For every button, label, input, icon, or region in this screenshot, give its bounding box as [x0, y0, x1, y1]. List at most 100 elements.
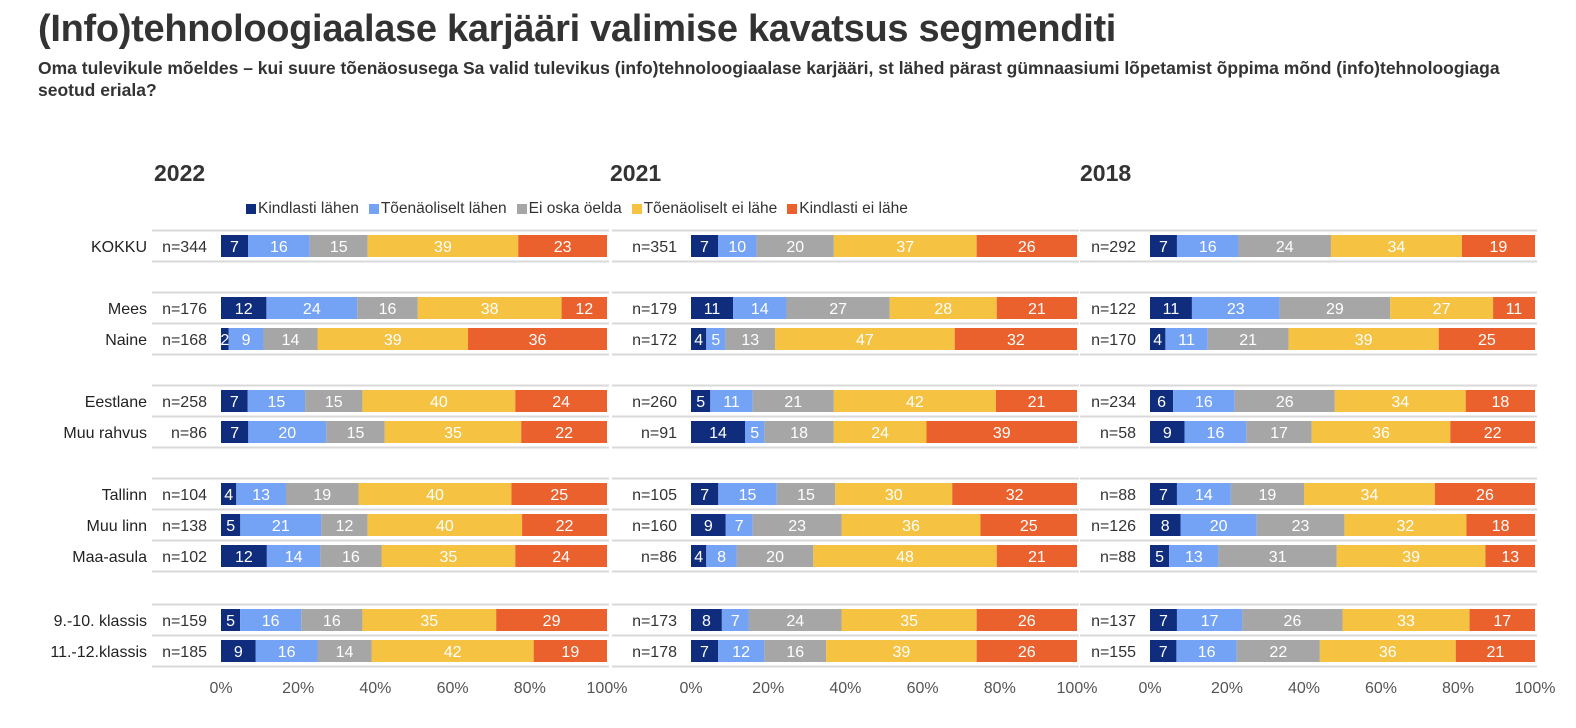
- n-label: n=138: [162, 518, 207, 535]
- bar-segment: [1176, 483, 1231, 505]
- bar-segment: [748, 609, 842, 631]
- bar-segment: [1288, 328, 1439, 350]
- data-label: 36: [1372, 425, 1390, 442]
- bar-segment: [691, 640, 719, 662]
- bar-segment: [1390, 297, 1494, 319]
- panel-year-2018: 2018: [1080, 160, 1132, 186]
- data-label: 35: [439, 549, 457, 566]
- n-label: n=185: [162, 644, 207, 661]
- data-label: 16: [278, 644, 296, 661]
- data-label: 25: [1020, 518, 1038, 535]
- data-label: 15: [268, 394, 286, 411]
- bar-segment: [752, 514, 842, 536]
- data-label: 17: [1201, 613, 1219, 630]
- n-label: n=160: [632, 518, 677, 535]
- data-label: 19: [313, 487, 331, 504]
- bar-segment: [317, 328, 469, 350]
- data-label: 39: [1355, 332, 1373, 349]
- n-label: n=168: [162, 332, 207, 349]
- bar-segment: [317, 640, 372, 662]
- bar-segment: [321, 514, 368, 536]
- data-label: 28: [934, 301, 952, 318]
- data-label: 31: [1269, 549, 1287, 566]
- bar-segment: [240, 514, 322, 536]
- n-label: n=88: [1100, 487, 1136, 504]
- x-tick-label: 60%: [437, 680, 469, 697]
- bar-segment: [691, 421, 746, 443]
- bar-segment: [522, 514, 607, 536]
- bar-segment: [1165, 328, 1208, 350]
- data-label: 21: [272, 518, 290, 535]
- bar-segment: [733, 297, 787, 319]
- bar-segment: [263, 328, 318, 350]
- n-label: n=88: [1100, 549, 1136, 566]
- bar-segment: [995, 390, 1077, 412]
- data-label: 7: [700, 239, 709, 256]
- data-label: 16: [270, 239, 288, 256]
- data-label: 8: [702, 613, 711, 630]
- n-label: n=126: [1091, 518, 1136, 535]
- data-label: 7: [1159, 487, 1168, 504]
- data-label: 11: [1506, 301, 1523, 318]
- bar-segment: [221, 545, 267, 567]
- bar-segment: [1450, 421, 1535, 443]
- bar-segment: [1176, 235, 1239, 257]
- x-tick-label: 40%: [829, 680, 861, 697]
- bar-segment: [1176, 609, 1243, 631]
- data-label: 12: [336, 518, 354, 535]
- legend-swatch: [516, 204, 527, 214]
- data-label: 24: [552, 394, 570, 411]
- bar-segment: [1256, 514, 1345, 536]
- bar-segment: [1311, 421, 1451, 443]
- bar-segment: [381, 545, 516, 567]
- category-label: Muu rahvus: [63, 425, 147, 442]
- chart-legend: Kindlasti lähen Tõenäoliselt lähen Ei os…: [246, 200, 908, 218]
- n-label: n=344: [162, 239, 207, 256]
- data-label: 7: [1159, 644, 1168, 661]
- n-label: n=159: [162, 613, 207, 630]
- data-label: 16: [1207, 425, 1225, 442]
- bar-segment: [756, 235, 834, 257]
- legend-swatch: [368, 204, 379, 214]
- n-label: n=155: [1091, 644, 1136, 661]
- data-label: 36: [1379, 644, 1397, 661]
- data-label: 36: [529, 332, 547, 349]
- data-label: 24: [871, 425, 889, 442]
- bar-segment: [1150, 514, 1181, 536]
- data-label: 14: [709, 425, 727, 442]
- bar-segment: [721, 609, 749, 631]
- bar-segment: [1238, 235, 1331, 257]
- x-tick-label: 0%: [209, 680, 232, 697]
- data-label: 39: [1402, 549, 1420, 566]
- bar-segment: [826, 640, 977, 662]
- bar-segment: [515, 545, 607, 567]
- n-label: n=104: [162, 487, 207, 504]
- data-label: 7: [230, 394, 239, 411]
- n-label: n=122: [1091, 301, 1136, 318]
- bar-segment: [301, 609, 363, 631]
- bar-segment: [1150, 545, 1170, 567]
- bar-segment: [362, 390, 516, 412]
- data-label: 35: [444, 425, 462, 442]
- bar-segment: [691, 328, 707, 350]
- x-tick-label: 20%: [282, 680, 314, 697]
- legend-label: Tõenäoliselt lähen: [380, 200, 507, 217]
- data-label: 17: [1270, 425, 1288, 442]
- x-tick-label: 0%: [1138, 680, 1161, 697]
- data-label: 11: [723, 394, 740, 411]
- data-label: 30: [885, 487, 903, 504]
- legend-item-kindlasti-lahen: Kindlasti lähen: [246, 200, 359, 218]
- category-label: Maa-asula: [72, 549, 147, 566]
- n-label: n=86: [641, 549, 677, 566]
- bar-segment: [1493, 297, 1535, 319]
- bar-segment: [835, 483, 953, 505]
- data-label: 32: [1396, 518, 1414, 535]
- data-label: 10: [728, 239, 746, 256]
- data-label: 40: [436, 518, 454, 535]
- x-tick-label: 80%: [984, 680, 1016, 697]
- bar-segment: [1150, 609, 1177, 631]
- data-label: 5: [1155, 549, 1164, 566]
- x-tick-label: 100%: [1515, 680, 1556, 697]
- x-tick-label: 60%: [907, 680, 939, 697]
